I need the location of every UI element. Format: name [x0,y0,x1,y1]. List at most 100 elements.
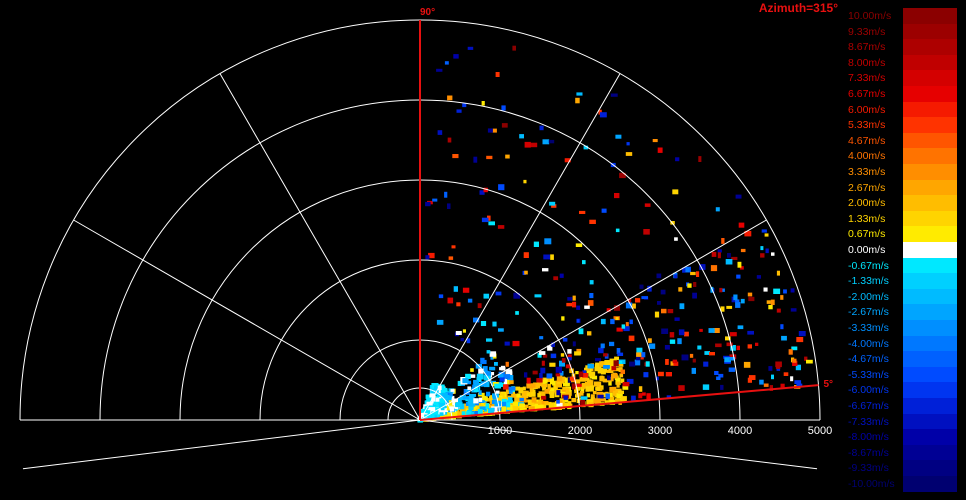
echo-cell [469,374,476,378]
echo-cell [613,360,619,367]
colorbar-swatch [903,335,957,352]
echo-cell [684,331,689,337]
echo-cell [761,229,767,233]
echo-cell [583,145,589,150]
echo-cell [678,329,685,336]
echo-cell [466,410,472,416]
colorbar-swatch [903,148,957,165]
echo-cell [452,401,456,408]
echo-cell [652,139,658,143]
echo-cell [725,336,731,341]
colorbar-swatch [903,164,957,181]
echo-cell [606,308,611,312]
colorbar-swatch [903,39,957,56]
colorbar-label: -10.00m/s [848,478,895,490]
echo-cell [607,361,613,365]
echo-cell [561,316,565,321]
echo-cell [775,361,782,368]
echo-cell [564,378,570,384]
echo-cell [547,345,553,351]
echo-cell [489,366,496,371]
echo-cell [747,377,752,383]
echo-cell [674,274,678,279]
echo-cell [713,328,720,333]
echo-cell [453,286,458,292]
echo-cell [477,409,483,415]
echo-cell [614,356,619,360]
echo-cell [487,128,493,133]
echo-cell [492,394,497,400]
echo-cell [692,292,697,299]
echo-cell [597,394,604,399]
echo-cell [588,371,596,377]
colorbar-swatch [903,382,957,399]
echo-cell [494,400,501,407]
echo-cell [480,381,487,387]
echo-cell [598,347,604,354]
echo-cell [477,303,482,309]
echo-cell [569,376,576,381]
echo-cell [576,398,580,403]
echo-cell [497,374,505,378]
echo-cell [508,389,513,394]
echo-cell [598,109,602,115]
echo-cell [524,372,528,378]
echo-cell [619,172,626,179]
echo-cell [567,357,572,361]
echo-cell [781,335,787,341]
echo-cell [486,350,491,354]
echo-cell [780,324,784,330]
echo-cell [674,237,678,241]
echo-cell [763,383,769,387]
echo-cell [431,412,435,419]
echo-cell [804,356,808,361]
echo-cell [523,252,529,258]
echo-cell [542,386,547,391]
echo-cell [755,342,759,346]
echo-cell [514,401,519,407]
echo-cell [760,253,765,258]
echo-cell [735,299,740,303]
echo-cell [609,376,614,382]
echo-cell [455,402,462,407]
echo-cell [527,399,535,406]
colorbar-label: -8.00m/s [848,431,889,444]
echo-cell [719,287,723,293]
echo-cell [486,391,491,397]
echo-cell [608,381,612,386]
echo-cell [625,302,633,309]
echo-cell [549,391,554,395]
echo-cell [551,342,555,347]
echo-cell [689,353,694,358]
echo-cell [643,229,650,235]
echo-cell [615,134,622,139]
echo-cell [617,363,624,367]
echo-cell [481,401,485,407]
echo-cell [780,383,785,388]
echo-cell [704,351,710,355]
colorbar-label: 2.67m/s [848,181,886,194]
echo-cell [595,387,600,391]
echo-cell [537,393,541,398]
echo-cell [729,354,737,360]
echo-cell [467,386,472,390]
echo-cell [476,377,482,383]
echo-cell [738,222,745,228]
echo-cell [636,355,640,361]
echo-cell [524,141,531,148]
echo-cell [703,361,709,367]
echo-cell [788,349,793,355]
echo-cell [542,268,549,272]
echo-cell [498,405,502,411]
echo-cell [511,393,517,398]
echo-cell [630,303,636,309]
echo-cell [790,376,794,382]
radial-line [419,73,621,421]
echo-cell [476,373,484,380]
echo-cell [670,361,675,366]
echo-cell [433,401,440,406]
echo-cell [533,241,539,247]
echo-cell [794,380,802,384]
echo-cell [437,385,442,390]
echo-cell [439,412,444,416]
